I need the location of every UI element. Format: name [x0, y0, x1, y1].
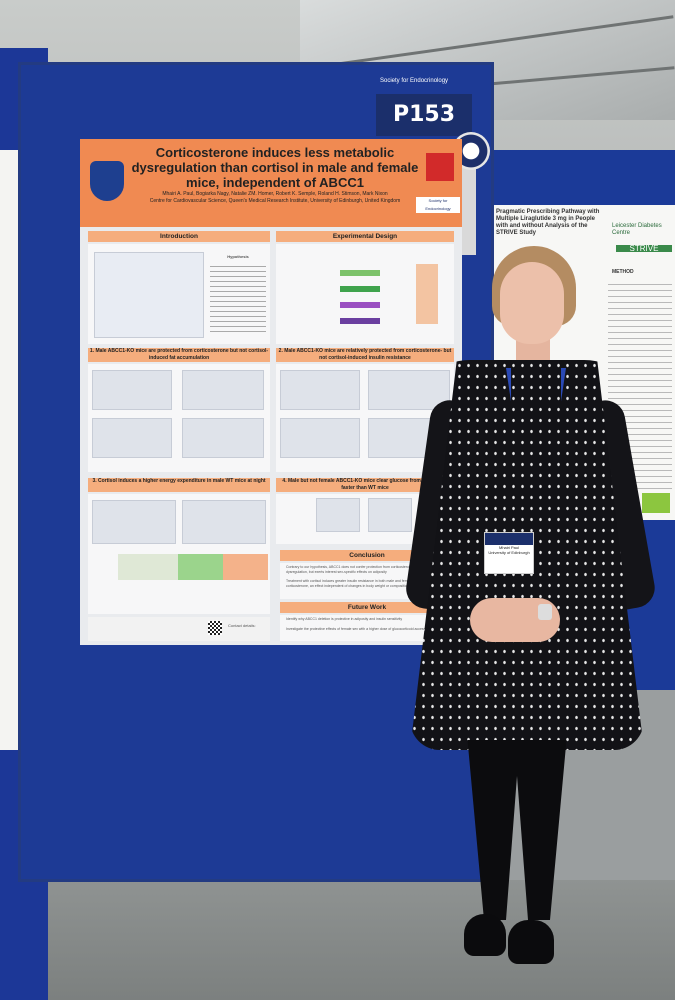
result1-chart — [92, 370, 172, 410]
result2-chart — [280, 418, 360, 458]
design-bar — [340, 270, 380, 276]
left-shoe — [464, 914, 506, 956]
name-badge: Mhairi Paul University of Edinburgh — [484, 532, 534, 574]
result4-chart — [368, 498, 412, 532]
result3-chart — [182, 500, 266, 544]
result1-chart — [182, 418, 264, 458]
result4-chart — [316, 498, 360, 532]
result4-heading: 4. Male but not female ABCC1-KO mice cle… — [276, 478, 454, 492]
experimental-design-panel — [276, 244, 454, 344]
introduction-diagram — [94, 252, 204, 338]
future-item: Identify why ABCC1 deletion is protectiv… — [286, 617, 403, 621]
right-poster-green-box — [642, 493, 670, 513]
watch-icon — [538, 604, 552, 620]
conclusion-heading: Conclusion — [280, 550, 454, 561]
result3-table — [118, 554, 268, 580]
result2-panel — [276, 364, 454, 472]
future-item: Investigate the protective effects of fe… — [286, 627, 426, 631]
poster-author-list: Mhairi A. Paul, Bogiarka Nagy, Natalie Z… — [162, 191, 388, 197]
result3-heading: 3. Cortisol induces a higher energy expe… — [88, 478, 270, 492]
result2-chart — [280, 370, 360, 410]
result2-heading: 2. Male ABCC1-KO mice are relatively pro… — [276, 348, 454, 362]
poster-title: Corticosterone induces less metabolic dy… — [131, 145, 419, 190]
sponsor-label: Society for Endocrinology — [380, 78, 449, 84]
design-bar — [340, 286, 380, 292]
strive-logo: STRIVE — [616, 245, 672, 253]
university-crest-icon — [90, 161, 124, 201]
experimental-design-heading: Experimental Design — [276, 231, 454, 242]
qr-code-icon — [208, 621, 222, 635]
result1-heading: 1. Male ABCC1-KO mice are protected from… — [88, 348, 270, 362]
badge-name: Mhairi Paul — [498, 545, 519, 550]
face — [500, 262, 564, 344]
result1-chart — [182, 370, 264, 410]
result3-panel — [88, 494, 270, 614]
design-bar — [340, 318, 380, 324]
poster-footer: Contact details: — [88, 617, 270, 641]
research-poster: Corticosterone induces less metabolic dy… — [80, 139, 462, 645]
result3-chart — [92, 500, 176, 544]
hypothesis-text — [210, 262, 266, 332]
leicester-logo: Leicester Diabetes Centre — [612, 223, 662, 236]
right-poster-title: Pragmatic Prescribing Pathway with Multi… — [496, 209, 600, 236]
result2-chart — [368, 370, 450, 410]
conclusion-item: Contrary to our hypothesis, ABCC1 does n… — [286, 565, 442, 574]
conclusion-item: Treatment with cortisol induces greater … — [286, 579, 429, 588]
contact-label: Contact details: — [228, 623, 256, 628]
ribbon — [462, 165, 476, 255]
hypothesis-label: Hypothesis — [227, 254, 249, 259]
future-work-heading: Future Work — [280, 602, 454, 613]
board-number-sign: P153 — [376, 94, 472, 136]
right-shoe — [508, 920, 554, 964]
poster-authors: Mhairi A. Paul, Bogiarka Nagy, Natalie Z… — [130, 191, 420, 204]
badge-header — [485, 533, 533, 545]
introduction-panel: Hypothesis — [88, 244, 270, 344]
right-poster-method: METHOD — [612, 269, 634, 275]
floor — [0, 880, 675, 1000]
result1-panel — [88, 364, 270, 472]
result1-chart — [92, 418, 172, 458]
heart-foundation-icon — [426, 153, 454, 181]
design-outcomes — [416, 264, 438, 324]
badge-org: University of Edinburgh — [488, 550, 530, 555]
introduction-heading: Introduction — [88, 231, 270, 242]
poster-affiliation: Centre for Cardiovascular Science, Queen… — [149, 197, 401, 204]
society-logo: Society for Endocrinology — [416, 197, 460, 213]
design-bar — [340, 302, 380, 308]
poster-header: Corticosterone induces less metabolic dy… — [80, 139, 462, 227]
